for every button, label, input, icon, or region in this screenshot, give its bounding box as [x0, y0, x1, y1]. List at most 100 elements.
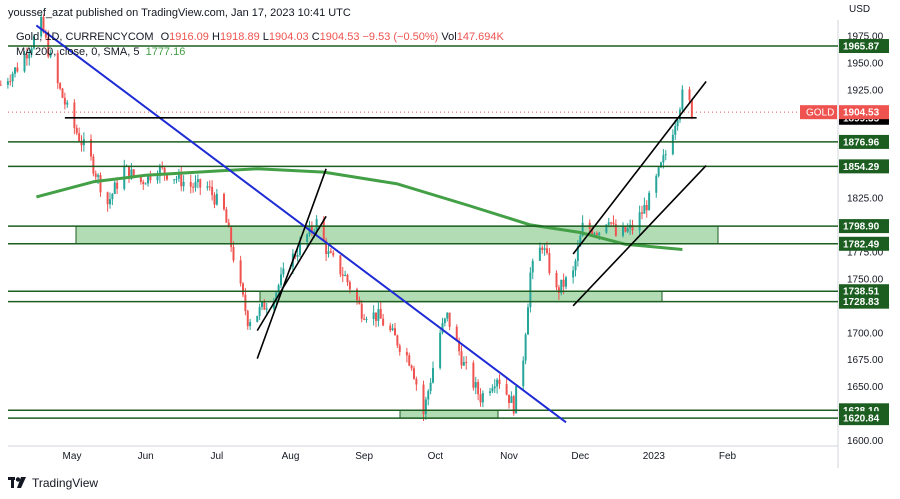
level-price-label: 1728.83 — [843, 297, 880, 308]
level-price-label: 1854.29 — [843, 162, 880, 173]
candle-body — [99, 175, 102, 193]
candle-body — [344, 274, 347, 276]
candle-body — [192, 186, 195, 188]
candle-body — [408, 355, 411, 366]
level-price-label-box — [839, 134, 889, 149]
candle-body — [498, 379, 501, 385]
candle-body — [681, 89, 684, 110]
price-axis-tick: 1600.00 — [847, 436, 884, 447]
candle-body — [213, 195, 216, 205]
candle-body — [508, 394, 510, 403]
candle-body — [531, 260, 534, 273]
candle-body — [163, 167, 166, 175]
candle-body — [106, 192, 109, 205]
candle-body — [439, 332, 442, 369]
candle-body — [688, 89, 691, 101]
candle-body — [325, 240, 328, 255]
volume-label: Vol — [441, 31, 457, 43]
candle-body — [579, 235, 582, 247]
candle-body — [415, 378, 418, 385]
candle-body — [348, 282, 351, 290]
price-axis-tick: 1675.00 — [847, 355, 884, 366]
candle-body — [391, 328, 394, 331]
candle-body — [327, 251, 330, 255]
footer-brand-label: TradingView — [32, 476, 99, 490]
candle-body — [16, 67, 19, 72]
price-axis-tick: 1975.00 — [847, 32, 884, 43]
level-price-label: 1738.51 — [843, 287, 880, 298]
candle-body — [63, 97, 66, 105]
candle-body — [560, 279, 563, 293]
candle-body — [565, 277, 567, 287]
candle-body — [227, 222, 230, 228]
candle-body — [489, 391, 491, 394]
candle-body — [92, 156, 95, 174]
candle-body — [377, 309, 380, 321]
candle-body — [78, 133, 81, 142]
ma-label[interactable]: MA 200, close, 0, SMA, 5 — [16, 46, 140, 58]
candle-body — [225, 209, 228, 223]
trendline-flag-left — [256, 168, 327, 359]
candle-body — [576, 246, 579, 261]
tradingview-logo-icon — [8, 477, 26, 488]
publisher-line: youssef_azat published on TradingView.co… — [8, 7, 351, 19]
candle-body — [56, 53, 59, 84]
time-axis-tick: Feb — [719, 451, 737, 462]
candle-body — [605, 224, 608, 233]
candle-body — [375, 312, 377, 321]
candle-body — [275, 292, 278, 303]
candle-body — [448, 312, 451, 327]
ohlc-change: −9.53 (−0.50%) — [362, 31, 439, 43]
candle-body — [360, 303, 363, 319]
candle-body — [111, 193, 114, 200]
volume-value: 147.694K — [456, 31, 504, 43]
candle-body — [460, 351, 463, 366]
candle-body — [505, 384, 508, 395]
candle-body — [47, 37, 50, 57]
candle-body — [510, 396, 513, 403]
time-axis-tick: Jun — [138, 451, 154, 462]
candle-body — [0, 84, 2, 86]
candle-body — [529, 272, 532, 308]
candle-body — [607, 222, 610, 225]
candle-body — [610, 222, 613, 224]
candle-body — [9, 81, 12, 83]
candle-body — [6, 81, 9, 85]
candle-body — [394, 328, 396, 336]
level-price-label-box — [839, 294, 889, 309]
candle-body — [557, 287, 560, 293]
candle-body — [73, 102, 76, 128]
symbol-name[interactable]: Gold, 1D, CURRENCYCOM — [16, 31, 154, 43]
support-zone — [399, 409, 499, 419]
candle-body — [405, 351, 408, 356]
candle-body — [477, 382, 480, 395]
candle-body — [581, 222, 584, 236]
candle-body — [527, 307, 529, 335]
candle-body — [239, 260, 242, 284]
candle-body — [379, 309, 382, 319]
candle-body — [422, 384, 425, 415]
footer-brand: TradingView — [8, 476, 98, 490]
legend-symbol-line: Gold, 1D, CURRENCYCOM O1916.09 H1918.89 … — [16, 31, 504, 43]
ohlc-low: 1904.03 — [268, 31, 309, 43]
candle-body — [189, 181, 192, 187]
candle-body — [446, 312, 449, 319]
candle-body — [299, 241, 301, 256]
candle-body — [33, 36, 35, 49]
trendline-channel-top — [572, 80, 707, 255]
candle-body — [242, 283, 244, 295]
level-price-label-box — [839, 39, 889, 54]
candle-body — [472, 362, 475, 388]
candle-body — [230, 227, 233, 247]
candle-body — [177, 173, 180, 179]
trendline-downtrend — [35, 24, 567, 424]
candle-body — [614, 224, 617, 236]
candle-body — [512, 396, 515, 414]
candle-body — [211, 186, 214, 196]
last-price-label-box — [839, 105, 889, 120]
candle-body — [429, 382, 432, 392]
ohlc-close: 1904.53 — [319, 31, 360, 43]
candle-body — [572, 270, 575, 278]
candle-body — [310, 225, 313, 232]
